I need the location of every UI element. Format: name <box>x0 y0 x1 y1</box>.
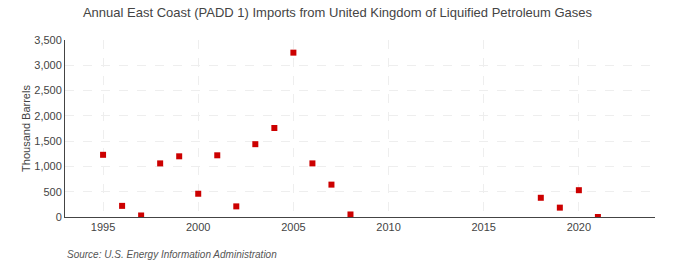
svg-text:2005: 2005 <box>281 221 305 233</box>
svg-text:2,000: 2,000 <box>34 110 62 122</box>
svg-text:1995: 1995 <box>91 221 115 233</box>
svg-text:0: 0 <box>56 211 62 223</box>
svg-text:500: 500 <box>43 186 61 198</box>
svg-text:2000: 2000 <box>186 221 210 233</box>
svg-text:Thousand Barrels: Thousand Barrels <box>20 85 32 172</box>
svg-text:Source: U.S. Energy Informatio: Source: U.S. Energy Information Administ… <box>67 249 277 260</box>
svg-text:3,000: 3,000 <box>34 59 62 71</box>
svg-text:1,500: 1,500 <box>34 135 62 147</box>
svg-text:2015: 2015 <box>471 221 495 233</box>
svg-text:1,000: 1,000 <box>34 160 62 172</box>
svg-text:Annual East Coast (PADD 1) Imp: Annual East Coast (PADD 1) Imports from … <box>83 5 593 20</box>
svg-text:2020: 2020 <box>567 221 591 233</box>
svg-text:2,500: 2,500 <box>34 84 62 96</box>
svg-text:3,500: 3,500 <box>34 34 62 46</box>
svg-text:2010: 2010 <box>376 221 400 233</box>
